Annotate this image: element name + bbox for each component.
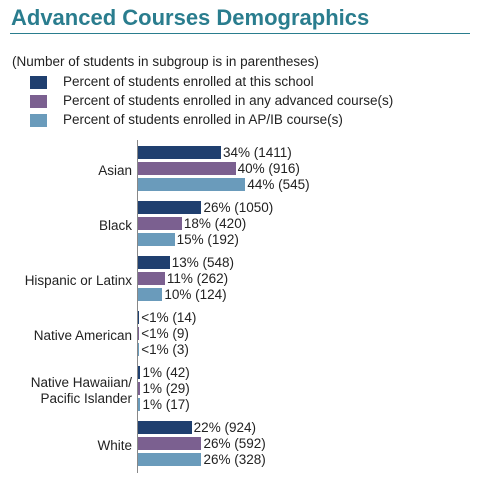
value-label: 26% (592) [203, 436, 266, 451]
value-label: 11% (262) [166, 271, 229, 286]
legend-swatch [30, 76, 47, 89]
category-label: White [97, 438, 132, 453]
value-label: <1% (9) [141, 326, 189, 341]
bar [138, 421, 192, 434]
legend-label: Percent of students enrolled in AP/IB co… [63, 112, 343, 127]
bar [138, 146, 221, 159]
category-label: Native American [33, 328, 132, 343]
legend-swatch [30, 114, 47, 127]
bar [138, 366, 141, 379]
chart-title: Advanced Courses Demographics [11, 5, 370, 30]
bar [138, 217, 182, 230]
value-label: 1% (42) [142, 365, 190, 380]
bar [138, 453, 202, 466]
value-label: <1% (14) [141, 310, 197, 325]
bar [138, 382, 141, 395]
subtitle: (Number of students in subgroup is in pa… [12, 54, 319, 69]
legend-label: Percent of students enrolled at this sch… [63, 74, 314, 89]
value-label: 10% (124) [164, 287, 227, 302]
legend-swatch [30, 95, 47, 108]
bar [138, 343, 140, 356]
value-label: 34% (1411) [222, 145, 292, 160]
bar [138, 288, 163, 301]
value-label: 13% (548) [171, 255, 235, 270]
value-label: 26% (1050) [203, 200, 274, 215]
value-label: <1% (3) [141, 342, 189, 357]
axis-line [137, 140, 138, 473]
category-label: Native Hawaiian/ Pacific Islander [30, 375, 132, 406]
category-label: Hispanic or Latinx [24, 273, 132, 288]
bar [138, 256, 170, 269]
value-label: 1% (29) [142, 381, 190, 396]
value-label: 22% (924) [193, 420, 256, 435]
value-label: 1% (17) [142, 397, 190, 412]
bar [138, 272, 165, 285]
bar [138, 311, 140, 324]
category-label: Asian [98, 163, 132, 178]
bar [138, 162, 236, 175]
value-label: 26% (328) [203, 452, 266, 467]
value-label: 18% (420) [183, 216, 247, 231]
value-label: 15% (192) [176, 232, 239, 247]
bar [138, 327, 140, 340]
bar [138, 201, 202, 214]
bar [138, 398, 141, 411]
bar [138, 437, 202, 450]
bar [138, 233, 175, 246]
title-rule [10, 33, 470, 34]
bar [138, 178, 246, 191]
category-label: Black [98, 218, 132, 233]
value-label: 44% (545) [247, 177, 310, 192]
value-label: 40% (916) [237, 161, 300, 176]
legend-label: Percent of students enrolled in any adva… [63, 93, 394, 108]
